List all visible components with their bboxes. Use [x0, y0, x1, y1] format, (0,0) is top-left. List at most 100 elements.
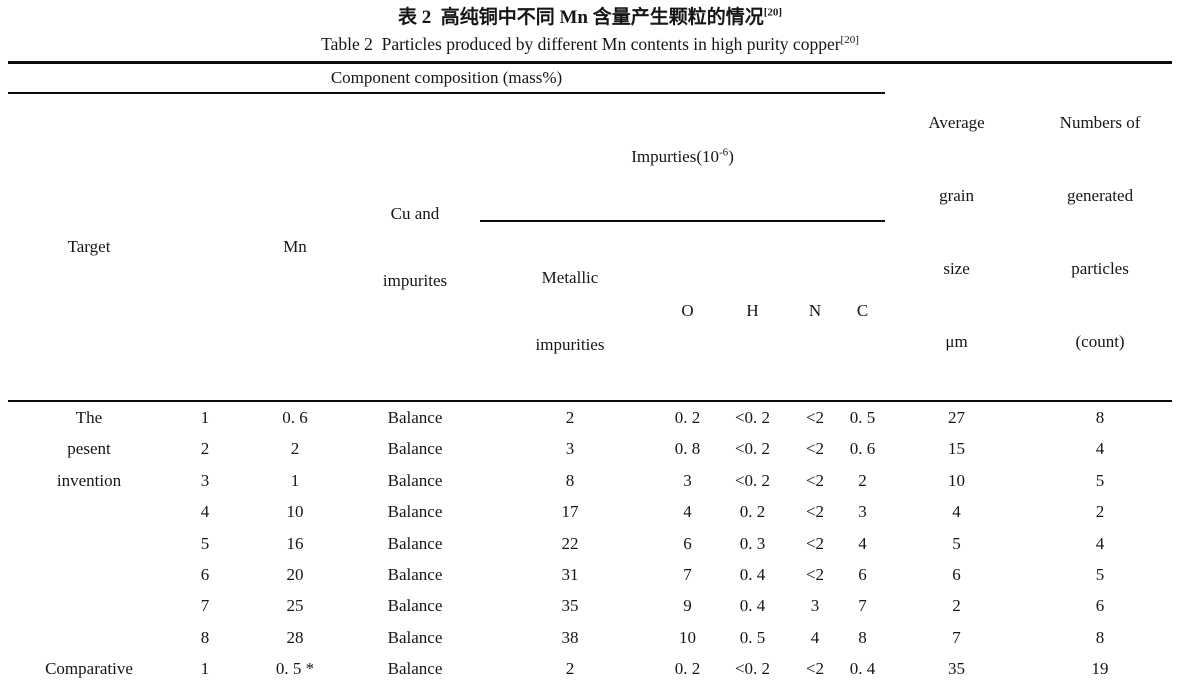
cell-nitrogen: 4 — [810, 627, 820, 647]
cell-nitrogen: <2 — [805, 439, 825, 459]
cell-target-group — [8, 685, 170, 689]
cell-nitrogen: 3 — [810, 596, 820, 616]
cell-hydrogen: <0. 2 — [734, 659, 771, 679]
citation-superscript: [20] — [840, 34, 859, 47]
cell-target-group — [8, 559, 170, 590]
cell-sample-number: 5 — [200, 533, 210, 553]
cell-hydrogen: <0. 2 — [734, 439, 771, 459]
cell-average-grain-size: 5 — [885, 685, 1028, 689]
header-oxygen: O — [660, 221, 715, 402]
header-cu-and-impurites: Cu and impurites — [350, 92, 480, 402]
cell-mn: 1 — [290, 470, 300, 490]
cell-sample-number: 1 — [200, 659, 210, 679]
cell-oxygen: 6 — [683, 533, 692, 553]
cell-mn: 16 — [286, 533, 304, 553]
header-metallic-line: impurities — [535, 335, 605, 354]
cell-metallic-impurities: 38 — [561, 627, 579, 647]
cell-generated-particles: 18 — [1028, 685, 1172, 689]
cell-hydrogen: <0. 2 — [734, 470, 771, 490]
cell-cu-and-impurites: Balance — [387, 596, 443, 616]
cell-target-group: pesent — [67, 439, 111, 459]
header-grain-line: size — [943, 259, 970, 278]
cell-oxygen: 9 — [683, 596, 692, 616]
cell-sample-number: 8 — [200, 627, 210, 647]
cell-mn: 10 — [286, 502, 304, 522]
table-title-chinese: 表 2 高纯铜中不同 Mn 含量产生颗粒的情况[20] — [0, 5, 1180, 31]
cell-mn: 25 — [286, 596, 304, 616]
header-numbers-of-particles: Numbers of generated particles (count) — [1028, 62, 1173, 402]
cell-oxygen: 0. 2 — [674, 408, 701, 427]
header-hydrogen: H — [715, 221, 790, 402]
data-table: Component composition (mass%) Average gr… — [8, 61, 1173, 689]
cell-cu-and-impurites: Balance — [387, 439, 443, 459]
caption-block: 表 2 高纯铜中不同 Mn 含量产生颗粒的情况[20] Table 2 Part… — [0, 0, 1180, 58]
header-grain-line: grain — [939, 186, 975, 205]
header-component-composition: Component composition (mass%) — [8, 62, 886, 94]
cell-sample-number: 6 — [200, 565, 210, 585]
header-grain-unit: μm — [945, 332, 968, 351]
table-row: The 1 0. 6 Balance 2 0. 2 <0. 2 <2 0. 5 … — [8, 401, 1172, 433]
table-row: 8 28 Balance 38 10 0. 5 4 8 7 8 — [8, 622, 1172, 653]
cell-target-group: The — [75, 408, 103, 427]
cell-cu-and-impurites: Balance — [387, 408, 443, 427]
cell-cu-and-impurites: Balance — [387, 470, 443, 490]
cell-cu-and-impurites: Balance — [387, 565, 443, 585]
cell-generated-particles: 6 — [1095, 596, 1105, 616]
table-body: The 1 0. 6 Balance 2 0. 2 <0. 2 <2 0. 5 … — [8, 401, 1172, 689]
cell-carbon: 8 — [858, 627, 867, 647]
cell-cu-and-impurites: Balance — [387, 533, 443, 553]
cell-oxygen: 10 — [679, 627, 696, 647]
cell-metallic-impurities: 17 — [561, 502, 579, 522]
cell-metallic-impurities: 8 — [565, 470, 575, 490]
header-mn: Mn — [240, 92, 350, 402]
impurities-close: ) — [728, 146, 734, 166]
cell-hydrogen: <0. 2 — [734, 408, 771, 427]
header-nitrogen: N — [790, 221, 840, 402]
cell-generated-particles: 8 — [1095, 627, 1105, 647]
table-row: 2 31 * Balance 55 * 11 0. 6 <2 9 5 18 — [8, 685, 1172, 689]
cell-nitrogen: <2 — [805, 659, 825, 679]
cell-target-group — [8, 622, 170, 653]
table-title-chinese-text: 表 2 高纯铜中不同 Mn 含量产生颗粒的情况 — [397, 7, 764, 28]
header-average-grain-size: Average grain size μm — [885, 62, 1029, 402]
cell-metallic-impurities: 3 — [565, 439, 575, 459]
cell-average-grain-size: 6 — [952, 565, 961, 585]
cell-cu-and-impurites: Balance — [387, 627, 443, 647]
cell-average-grain-size: 7 — [952, 627, 961, 647]
cell-mn: 20 — [286, 565, 304, 585]
header-metallic-line: Metallic — [541, 268, 599, 287]
cell-generated-particles: 5 — [1095, 470, 1105, 490]
cell-mn: 28 — [286, 627, 304, 647]
cell-target-group — [8, 590, 170, 621]
cell-average-grain-size: 15 — [948, 439, 966, 459]
cell-metallic-impurities: 2 — [565, 659, 575, 679]
cell-nitrogen: <2 — [805, 565, 825, 585]
cell-generated-particles: 8 — [1095, 408, 1105, 427]
citation-superscript: [20] — [763, 6, 783, 19]
cell-average-grain-size: 27 — [948, 408, 966, 427]
cell-target-group — [8, 528, 170, 559]
table-title-english: Table 2 Particles produced by different … — [0, 31, 1180, 58]
cell-generated-particles: 2 — [1095, 502, 1105, 522]
cell-generated-particles: 4 — [1095, 533, 1105, 553]
cell-average-grain-size: 35 — [948, 659, 966, 679]
cell-average-grain-size: 10 — [948, 470, 966, 490]
cell-carbon: 7 — [858, 596, 867, 616]
cell-metallic-impurities: 35 — [561, 596, 579, 616]
header-impurities-spanner: Impurties(10-6) — [480, 92, 886, 222]
table-row: 6 20 Balance 31 7 0. 4 <2 6 6 5 — [8, 559, 1172, 590]
cell-sample-number: 2 — [170, 685, 240, 689]
cell-average-grain-size: 5 — [952, 533, 961, 553]
cell-hydrogen: 0. 2 — [739, 502, 766, 522]
header-particles-line: particles — [1071, 259, 1129, 278]
cell-nitrogen: <2 — [805, 470, 825, 490]
cell-carbon: 9 — [840, 685, 885, 689]
cell-cu-and-impurites: Balance — [387, 659, 443, 679]
cell-average-grain-size: 2 — [952, 596, 961, 616]
cell-carbon: 2 — [858, 470, 867, 490]
cell-hydrogen: 0. 5 — [739, 627, 766, 647]
header-particles-line: generated — [1067, 186, 1134, 205]
cell-carbon: 0. 5 — [849, 408, 876, 427]
cell-carbon: 4 — [858, 533, 867, 553]
table-title-english-text: Table 2 Particles produced by different … — [321, 34, 841, 54]
